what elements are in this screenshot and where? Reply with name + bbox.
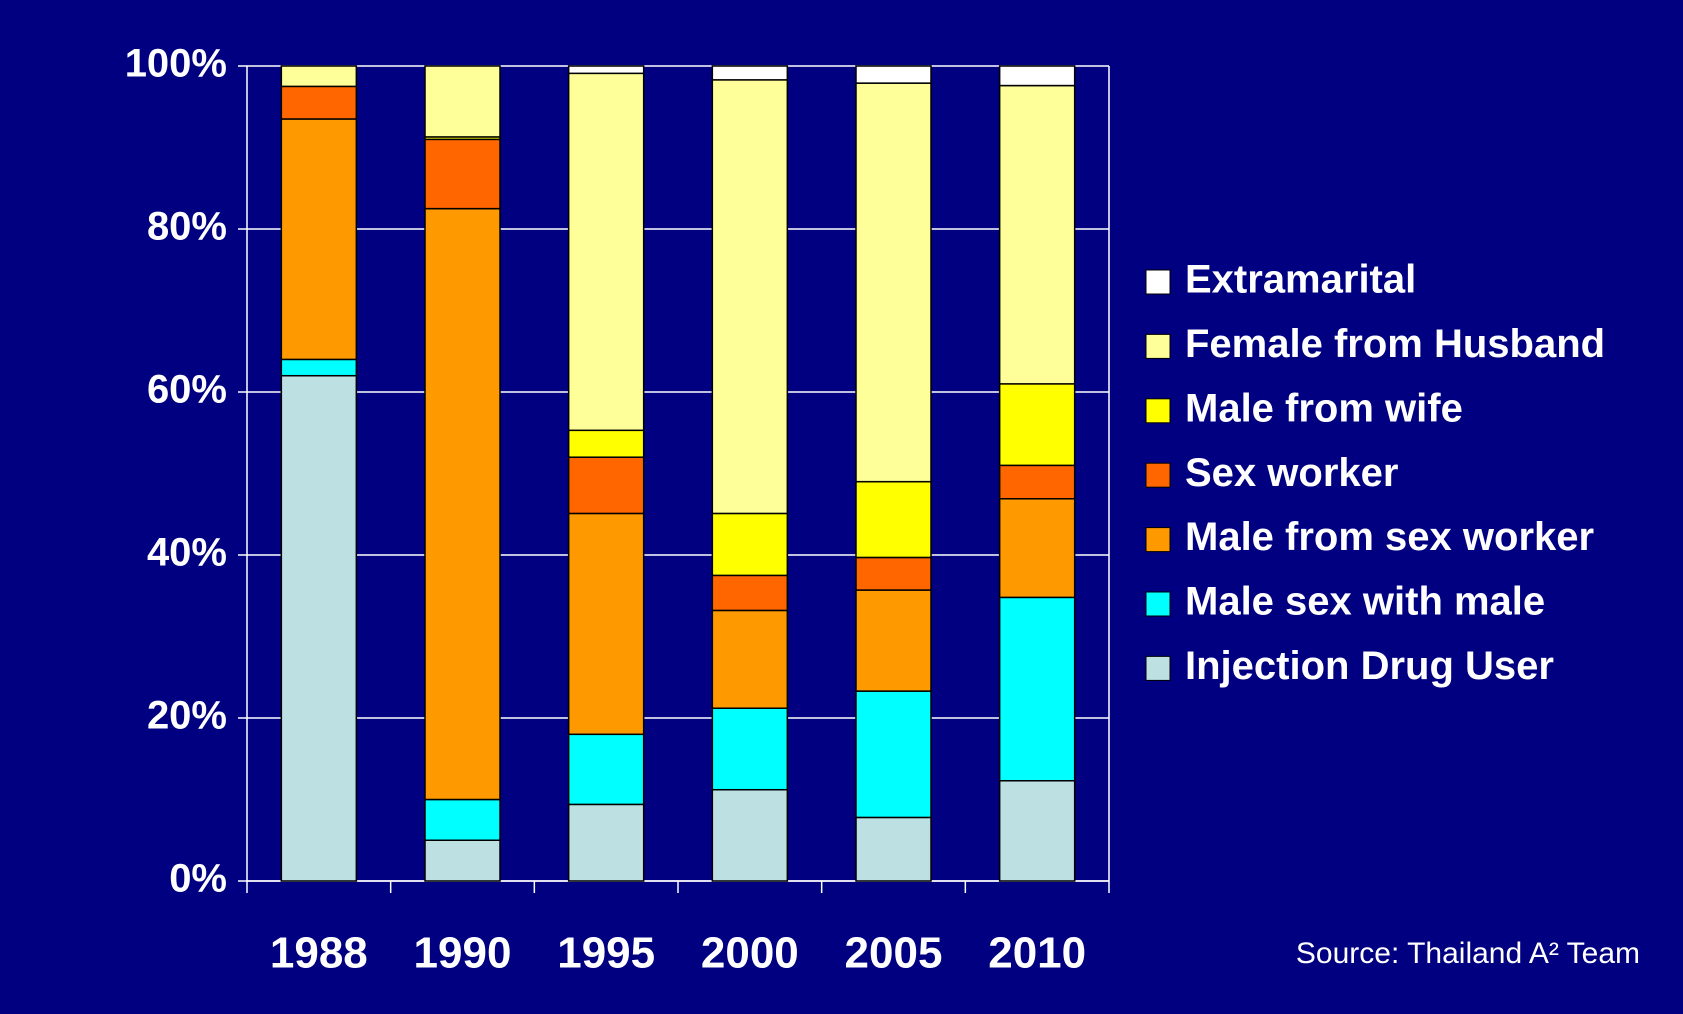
x-tick-label: 1995 — [557, 929, 655, 978]
bar-segment — [711, 788, 789, 882]
legend-label: Male sex with male — [1185, 580, 1545, 624]
bar-segment — [424, 839, 501, 882]
bar-segment — [567, 429, 645, 458]
bar-segment — [998, 780, 1076, 882]
bar-segment — [280, 358, 358, 377]
bar-segment — [855, 589, 932, 692]
legend-label: Female from Husband — [1185, 322, 1605, 366]
bar-segment — [424, 65, 501, 138]
x-tick-label: 2005 — [845, 929, 943, 978]
y-tick-label: 100% — [125, 42, 227, 86]
bar-segment — [424, 138, 501, 210]
y-tick-label: 80% — [147, 205, 227, 249]
bar-segment — [998, 498, 1076, 599]
bar-segment — [998, 65, 1076, 87]
bar-segment — [855, 480, 932, 559]
bar-segment — [711, 65, 789, 81]
legend-swatch — [1145, 527, 1171, 553]
bar-segment — [855, 556, 932, 591]
legend-swatch — [1145, 333, 1171, 359]
legend-swatch — [1145, 269, 1171, 295]
y-tick-label: 40% — [147, 531, 227, 575]
bar-segment — [711, 609, 789, 709]
bar-segment — [998, 383, 1076, 467]
bar-segment — [855, 82, 932, 483]
legend-label: Injection Drug User — [1185, 644, 1554, 688]
legend-swatch — [1145, 655, 1171, 681]
x-tick-label: 1988 — [270, 929, 368, 978]
source-note: Source: Thailand A² Team — [1296, 937, 1640, 970]
bar-segment — [567, 72, 645, 432]
bar-segment — [998, 464, 1076, 500]
legend-label: Extramarital — [1185, 258, 1416, 302]
bar-segment — [567, 733, 645, 806]
bar-segment — [280, 374, 358, 882]
bar-segment — [855, 690, 932, 819]
bar-segment — [855, 65, 932, 84]
legend-label: Male from wife — [1185, 386, 1463, 430]
bar-segment — [280, 65, 358, 88]
legend-label: Male from sex worker — [1185, 515, 1594, 559]
legend-swatch — [1145, 398, 1171, 424]
bar-segment — [567, 65, 645, 75]
bar-segment — [711, 79, 789, 515]
bar-segment — [280, 118, 358, 361]
bar-segment — [998, 84, 1076, 385]
bar-segment — [567, 512, 645, 736]
y-tick-label: 60% — [147, 368, 227, 412]
bar-segment — [424, 798, 501, 841]
bar-segment — [424, 207, 501, 801]
x-tick-label: 1990 — [414, 929, 512, 978]
bar-segment — [567, 456, 645, 515]
bar-segment — [711, 574, 789, 612]
x-tick-label: 2000 — [701, 929, 799, 978]
legend-label: Sex worker — [1185, 451, 1398, 495]
legend-swatch — [1145, 462, 1171, 488]
legend-swatch — [1145, 591, 1171, 617]
y-tick-label: 0% — [169, 857, 227, 901]
bar-segment — [998, 596, 1076, 782]
bar-segment — [855, 816, 932, 882]
bar-segment — [567, 803, 645, 882]
bar-segment — [711, 707, 789, 791]
bar-segment — [280, 85, 358, 120]
bar-segment — [711, 512, 789, 577]
x-tick-label: 2010 — [988, 929, 1086, 978]
y-tick-label: 20% — [147, 694, 227, 738]
